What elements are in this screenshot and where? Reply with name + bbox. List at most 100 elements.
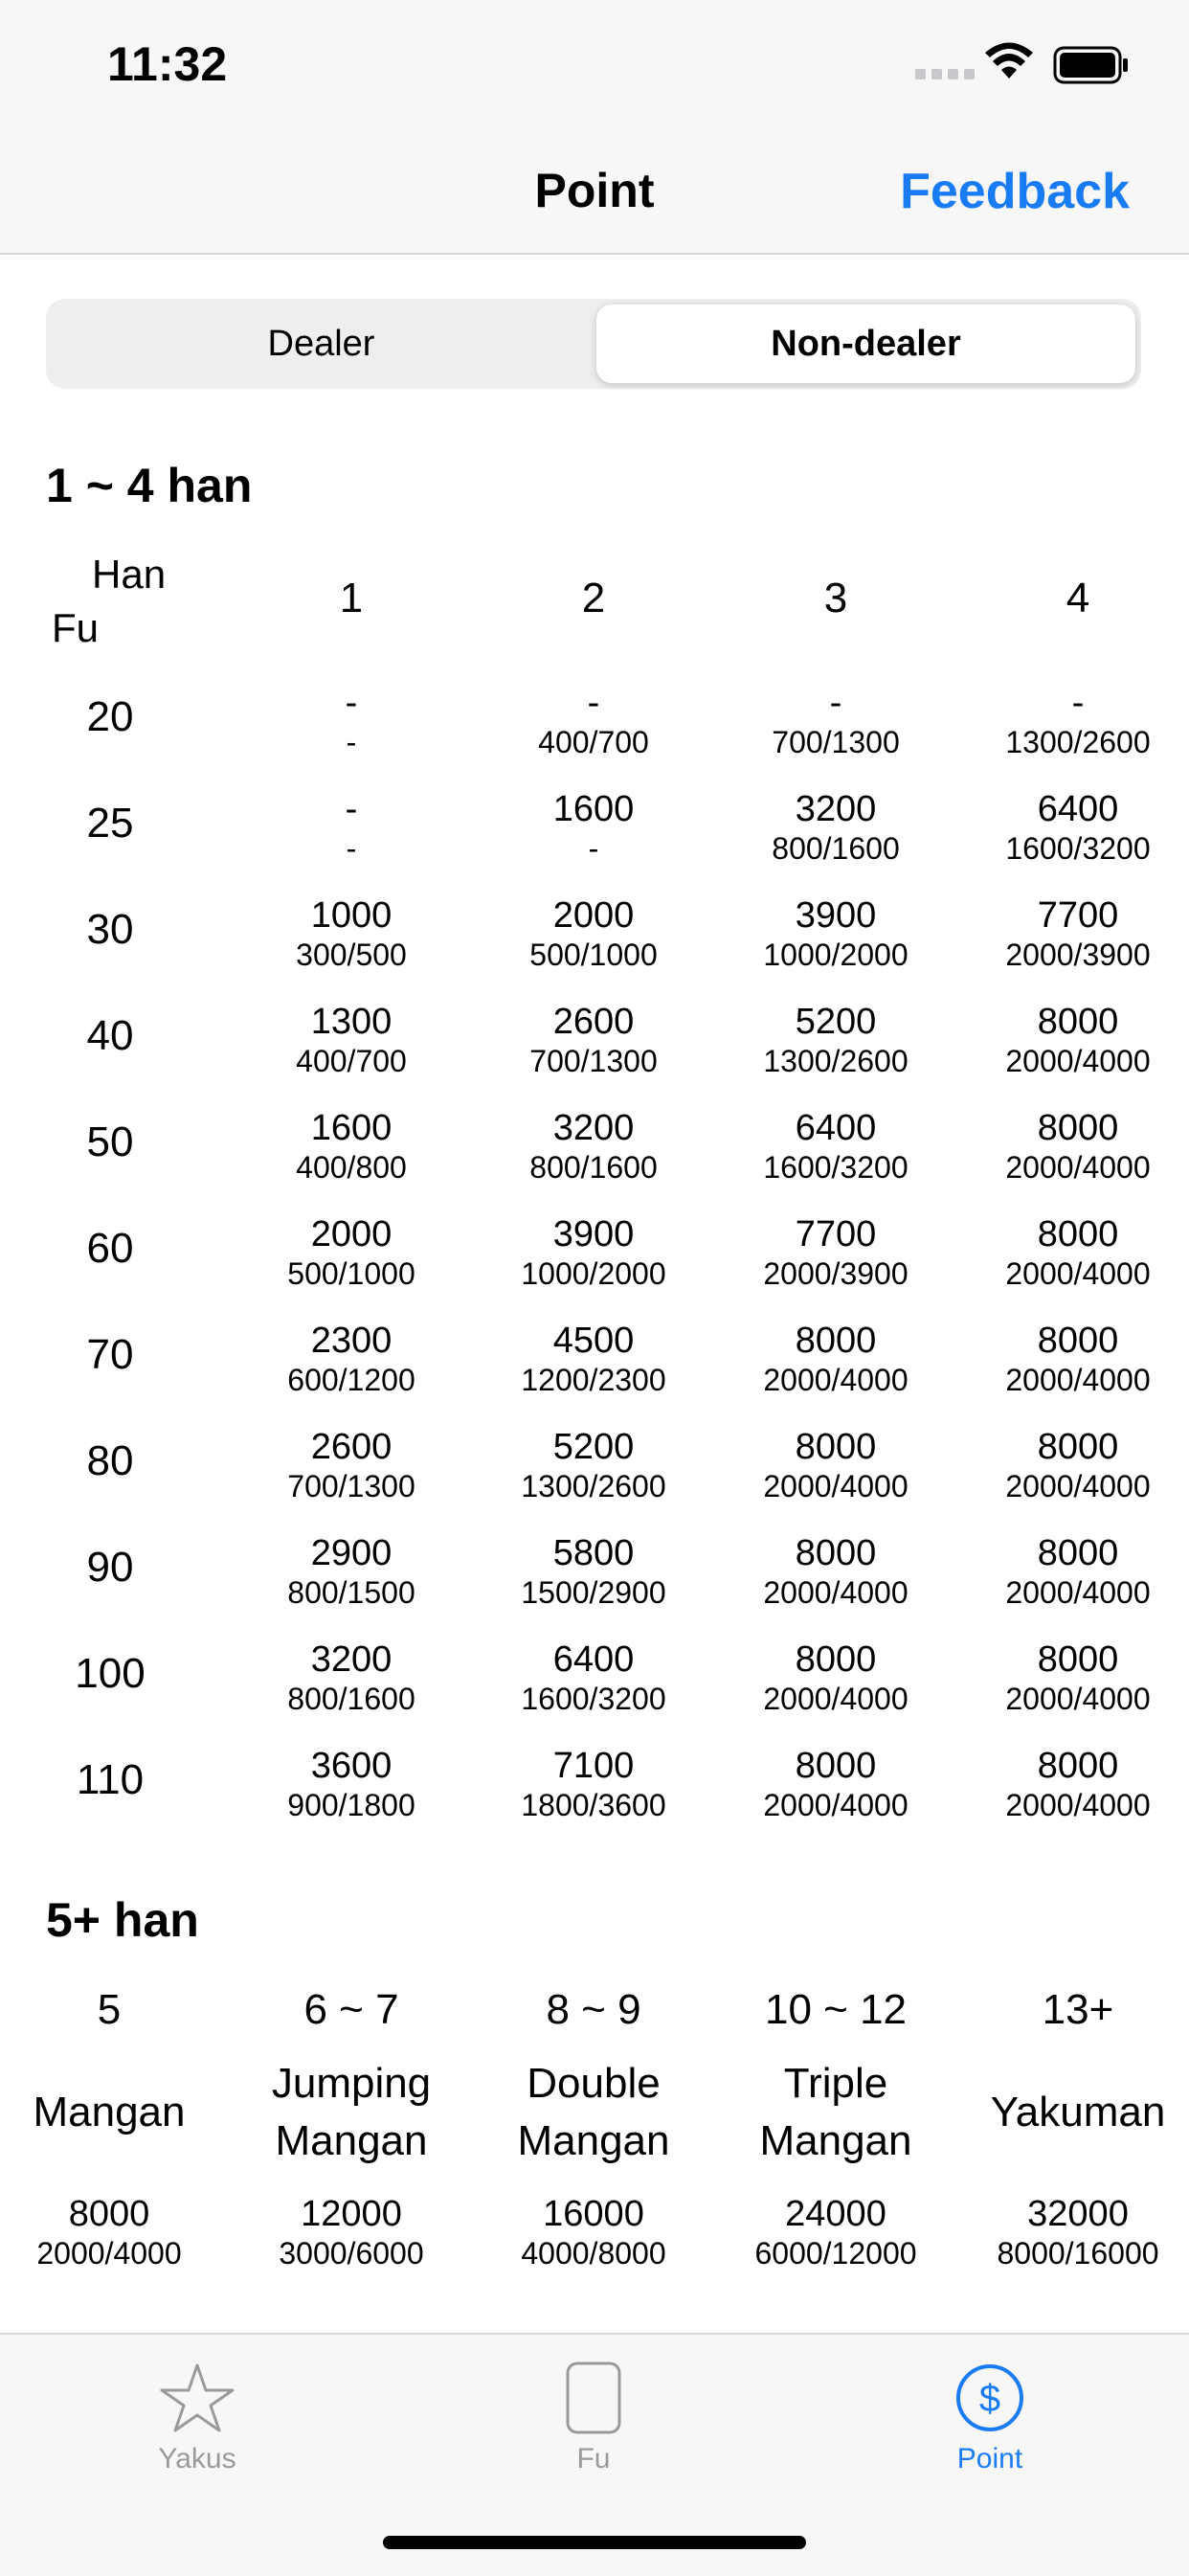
- tab-point[interactable]: $ Point: [904, 2361, 1076, 2475]
- point-value-main: 8000: [1037, 1639, 1119, 1680]
- point-value-split: 2000/4000: [1005, 1256, 1151, 1291]
- han-header-2: 2: [581, 575, 606, 621]
- navigation-bar: Point Feedback: [0, 134, 1189, 255]
- point-value-split: 800/1500: [287, 1575, 415, 1610]
- point-value-split: 300/500: [296, 938, 407, 972]
- table-corner-header: Han Fu: [48, 552, 182, 657]
- point-value-main: 8000: [68, 2194, 150, 2234]
- point-value-main: 1000: [310, 895, 393, 936]
- han-range-label: 5: [97, 1986, 122, 2033]
- point-value-main: 2600: [310, 1427, 393, 1467]
- point-value-main: 12000: [301, 2194, 402, 2234]
- fu-label-25: 25: [86, 800, 134, 847]
- point-value-main: 8000: [1037, 1427, 1119, 1467]
- point-value-split: 800/1600: [529, 1150, 658, 1185]
- point-value-main: 7700: [1037, 895, 1119, 936]
- point-value-split: 1300/2600: [521, 1469, 666, 1503]
- point-value-main: 8000: [1037, 1002, 1119, 1042]
- fu-label-30: 30: [86, 906, 134, 953]
- point-value-split: 2000/4000: [763, 1788, 909, 1822]
- home-indicator: [383, 2536, 806, 2549]
- limit-hand-name-line: Mangan: [275, 2117, 428, 2164]
- tab-yakus[interactable]: Yakus: [111, 2361, 283, 2475]
- cellular-signal-icon: [915, 69, 975, 79]
- tab-label-yakus: Yakus: [158, 2443, 236, 2474]
- point-value-main: 2600: [552, 1002, 635, 1042]
- point-value-main: 8000: [1037, 1321, 1119, 1361]
- fu-label-110: 110: [76, 1756, 145, 1803]
- point-value-main: 4500: [552, 1321, 635, 1361]
- point-value-main: 2300: [310, 1321, 393, 1361]
- point-value-split: 700/1300: [772, 725, 900, 759]
- point-value-split: -: [346, 831, 357, 866]
- limit-hand-name-line: Mangan: [517, 2117, 670, 2164]
- point-value-split: 1000/2000: [521, 1256, 666, 1291]
- han-range-label: 13+: [1042, 1986, 1114, 2033]
- point-value-split: 8000/16000: [997, 2236, 1159, 2271]
- feedback-button[interactable]: Feedback: [900, 164, 1130, 219]
- point-value-split: -: [346, 725, 357, 759]
- point-value-main: 2900: [310, 1533, 393, 1573]
- status-time: 11:32: [107, 37, 228, 91]
- segment-dealer[interactable]: Dealer: [267, 323, 375, 364]
- han-range-label: 8 ~ 9: [546, 1986, 641, 2033]
- fu-label-70: 70: [86, 1331, 134, 1378]
- point-value-split: 2000/4000: [763, 1575, 909, 1610]
- point-value-split: 3000/6000: [279, 2236, 424, 2271]
- point-value-main: 8000: [795, 1533, 877, 1573]
- section-title-5-plus-han: 5+ han: [46, 1893, 199, 1947]
- limit-hand-name: Jumping Mangan: [233, 2055, 470, 2170]
- point-value-split: 700/1300: [287, 1469, 415, 1503]
- corner-fu-label: Fu: [52, 605, 100, 650]
- segment-non-dealer[interactable]: Non-dealer: [596, 305, 1135, 383]
- point-value-main: 6400: [1037, 789, 1119, 829]
- point-value-split: 2000/4000: [36, 2236, 182, 2271]
- point-value-main: 7100: [552, 1746, 635, 1786]
- point-value-split: 2000/4000: [1005, 1575, 1151, 1610]
- point-value-main: 8000: [795, 1639, 877, 1680]
- battery-icon: [1053, 46, 1128, 84]
- status-bar: 11:32: [0, 0, 1189, 134]
- tab-fu[interactable]: Fu: [507, 2361, 680, 2475]
- point-value-split: 600/1200: [287, 1363, 415, 1397]
- limit-hand-name: Triple Mangan: [717, 2055, 954, 2170]
- point-value-split: 500/1000: [529, 938, 658, 972]
- point-value-main: 8000: [1037, 1214, 1119, 1254]
- fu-label-60: 60: [86, 1225, 134, 1272]
- tab-label-fu: Fu: [576, 2443, 611, 2474]
- limit-hand-name-line: Jumping: [271, 2060, 432, 2107]
- corner-han-label: Han: [92, 552, 167, 597]
- point-value-main: 6400: [552, 1639, 635, 1680]
- point-value-main: 8000: [1037, 1746, 1119, 1786]
- point-value-split: 1300/2600: [763, 1044, 909, 1078]
- fu-label-40: 40: [86, 1012, 134, 1059]
- point-value-main: 8000: [1037, 1108, 1119, 1148]
- point-value-split: 2000/4000: [763, 1682, 909, 1716]
- limit-hand-name-line: Yakuman: [990, 2089, 1166, 2135]
- point-value-split: 2000/4000: [1005, 1363, 1151, 1397]
- point-value-main: 2000: [310, 1214, 393, 1254]
- limit-hand-name-line: Triple: [783, 2060, 888, 2107]
- point-value-split: 2000/4000: [1005, 1044, 1151, 1078]
- point-value-main: 8000: [795, 1427, 877, 1467]
- point-value-main: 3900: [795, 895, 877, 936]
- point-value-main: -: [829, 683, 842, 723]
- point-value-main: 1600: [552, 789, 635, 829]
- han-header-4: 4: [1066, 575, 1090, 621]
- fu-label-50: 50: [86, 1119, 134, 1165]
- point-value-split: 2000/4000: [1005, 1682, 1151, 1716]
- tile-icon: [566, 2361, 621, 2434]
- dollar-circle-icon: $: [956, 2364, 1023, 2431]
- point-value-split: 2000/4000: [763, 1469, 909, 1503]
- point-value-split: 2000/4000: [1005, 1150, 1151, 1185]
- point-value-main: -: [345, 789, 358, 829]
- limit-hand-name: Mangan: [0, 2055, 228, 2170]
- point-value-main: 5200: [552, 1427, 635, 1467]
- limit-hand-name-line: Mangan: [759, 2117, 912, 2164]
- point-value-split: 1200/2300: [521, 1363, 666, 1397]
- point-value-split: 1600/3200: [1005, 831, 1151, 866]
- fu-label-80: 80: [86, 1437, 134, 1484]
- svg-text:$: $: [979, 2378, 1000, 2420]
- point-value-split: 6000/12000: [754, 2236, 917, 2271]
- point-value-split: 2000/4000: [1005, 1469, 1151, 1503]
